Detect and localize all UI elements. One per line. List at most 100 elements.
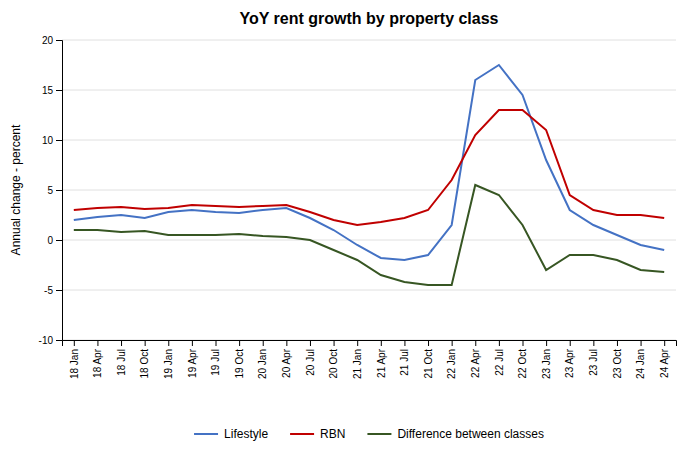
y-tick-label: 10 (42, 135, 54, 146)
x-tick-mark (664, 340, 665, 346)
grid-line (62, 140, 676, 141)
x-tick-label: 23 Oct (612, 349, 623, 379)
x-tick: 22 Apr (470, 340, 481, 378)
x-tick-label: 18 Apr (92, 348, 103, 378)
x-tick-label: 23 Jan (541, 349, 552, 379)
lines (74, 65, 664, 285)
x-tick-mark (475, 340, 476, 346)
legend-item: RBN (290, 427, 345, 441)
y-tick-mark (56, 290, 62, 291)
x-tick-label: 18 Jul (116, 349, 127, 376)
legend-label: Difference between classes (397, 427, 544, 441)
y-axis: -10 -5 0 5 10 15 20 (39, 35, 63, 346)
x-tick: 19 Jan (163, 340, 174, 379)
x-tick-mark (593, 340, 594, 346)
x-tick-label: 19 Jan (163, 349, 174, 379)
x-tick-mark (216, 340, 217, 346)
x-tick-label: 23 Jul (588, 349, 599, 376)
x-tick-mark (570, 340, 571, 346)
y-tick: 20 (42, 35, 62, 46)
legend-swatch (367, 433, 391, 435)
x-tick: 18 Jul (116, 340, 127, 376)
x-tick-mark (523, 340, 524, 346)
y-tick-label: 20 (42, 35, 54, 46)
x-tick-mark (74, 340, 75, 346)
grid-line (62, 290, 676, 291)
grid (62, 40, 676, 340)
x-tick-label: 21 Apr (376, 348, 387, 378)
x-tick-label: 20 Jul (305, 349, 316, 376)
y-axis-line (56, 41, 63, 341)
x-tick: 19 Jul (210, 340, 221, 376)
grid-line (62, 40, 676, 41)
x-tick-label: 19 Apr (187, 348, 198, 378)
x-tick: 18 Oct (139, 340, 150, 378)
x-tick-label: 24 Apr (659, 348, 670, 378)
y-tick: 15 (42, 85, 62, 96)
y-tick-mark (56, 190, 62, 191)
x-tick-mark (97, 340, 98, 346)
legend-swatch (194, 433, 218, 435)
x-tick-mark (310, 340, 311, 346)
x-tick-mark (286, 340, 287, 346)
grid-line (62, 190, 676, 191)
x-tick: 24 Jan (635, 340, 646, 379)
x-tick-mark (263, 340, 264, 346)
x-tick-mark (121, 340, 122, 346)
grid-line (62, 240, 676, 241)
y-tick-label: -10 (39, 335, 54, 346)
y-tick: -5 (44, 285, 62, 296)
x-tick-mark (428, 340, 429, 346)
series-line (74, 185, 664, 285)
y-tick-mark (56, 340, 62, 341)
x-tick-label: 22 Jul (494, 349, 505, 376)
x-tick-mark (546, 340, 547, 346)
x-tick-mark (617, 340, 618, 346)
chart: 18 Jan18 Apr18 Jul18 Oct19 Jan19 Apr19 J… (0, 0, 696, 450)
x-tick-label: 22 Jan (446, 349, 457, 379)
y-tick-label: -5 (44, 285, 53, 296)
legend-label: Lifestyle (224, 427, 268, 441)
y-tick-mark (56, 140, 62, 141)
x-tick: 18 Apr (92, 340, 103, 378)
x-tick-label: 21 Jan (352, 349, 363, 379)
x-tick-label: 18 Oct (139, 349, 150, 379)
grid-line (62, 90, 676, 91)
y-tick: -10 (39, 335, 62, 346)
x-tick-mark (404, 340, 405, 346)
x-axis: 18 Jan18 Apr18 Jul18 Oct19 Jan19 Apr19 J… (63, 340, 677, 379)
y-tick: 5 (47, 185, 62, 196)
y-tick-label: 5 (47, 185, 53, 196)
x-tick-mark (192, 340, 193, 346)
x-tick-mark (641, 340, 642, 346)
x-tick-label: 21 Oct (423, 349, 434, 379)
x-tick: 20 Jan (257, 340, 268, 379)
x-tick: 22 Jul (494, 340, 505, 376)
x-tick-mark (499, 340, 500, 346)
x-tick: 22 Jan (446, 340, 457, 379)
x-tick-label: 20 Jan (257, 349, 268, 379)
legend: Lifestyle RBN Difference between classes (194, 427, 544, 441)
x-tick-mark (334, 340, 335, 346)
y-tick-mark (56, 40, 62, 41)
x-tick: 21 Jul (399, 340, 410, 376)
x-tick-label: 23 Apr (564, 348, 575, 378)
x-tick-mark (145, 340, 146, 346)
y-tick-label: 15 (42, 85, 54, 96)
y-tick-mark (56, 240, 62, 241)
y-tick: 0 (47, 235, 62, 246)
x-tick: 20 Oct (328, 340, 339, 378)
series-line (74, 65, 664, 260)
x-tick: 23 Jan (541, 340, 552, 379)
x-tick-label: 22 Apr (470, 348, 481, 378)
x-tick-mark (168, 340, 169, 346)
x-tick: 22 Oct (517, 340, 528, 378)
x-tick-mark (357, 340, 358, 346)
x-tick: 19 Oct (234, 340, 245, 378)
x-tick: 20 Jul (305, 340, 316, 376)
x-tick-label: 20 Apr (281, 348, 292, 378)
x-tick: 23 Jul (588, 340, 599, 376)
x-tick-label: 19 Jul (210, 349, 221, 376)
x-tick: 24 Apr (659, 340, 670, 378)
x-tick: 23 Apr (564, 340, 575, 378)
